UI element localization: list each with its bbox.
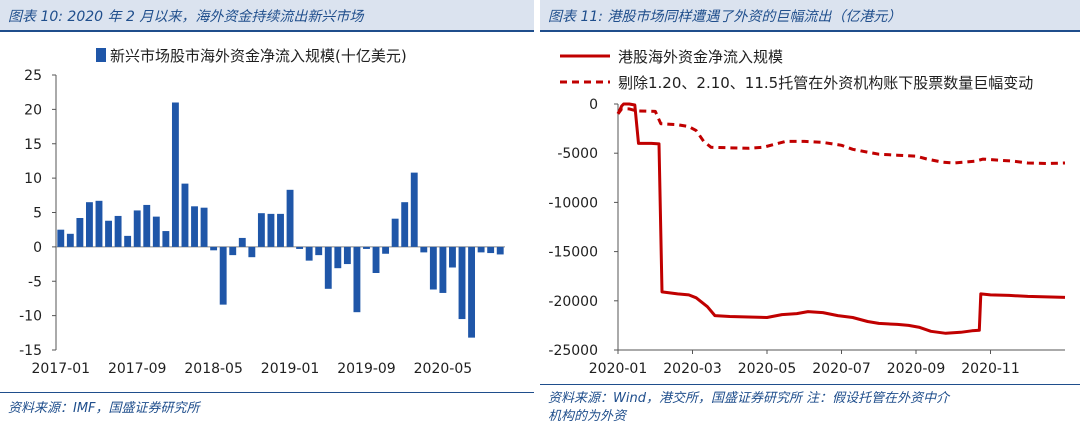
bar [296, 246, 304, 249]
right-source-note-line2: 机构的为外资 [548, 409, 627, 424]
bar [363, 246, 370, 249]
x-tick-label: 2019-09 [337, 361, 396, 377]
bar [210, 246, 218, 251]
y-tick-label: -20000 [548, 294, 598, 310]
left-chart-title: 图表 10: 2020 年 2 月以来，海外资金持续流出新兴市场 [8, 9, 364, 25]
bar [171, 102, 179, 247]
bar [496, 246, 504, 255]
y-tick-label: -10000 [548, 195, 598, 211]
bar [114, 215, 122, 247]
bar [324, 246, 332, 289]
bar [401, 202, 409, 247]
left-source-note: 资料来源：IMF，国盛证券研究所 [8, 401, 200, 416]
y-tick-label: -15 [19, 343, 42, 359]
bar [95, 200, 103, 247]
bar [181, 183, 189, 247]
x-tick-label: 2020-03 [663, 361, 722, 377]
bar [248, 246, 256, 258]
right-figure-panel: 图表 11: 港股市场同样遭遇了外资的巨幅流出（亿港元） 港股海外资金净流入规模… [540, 0, 1080, 427]
x-tick-label: 2017-09 [108, 361, 167, 377]
bar [487, 246, 495, 254]
bar [449, 246, 456, 268]
bar [152, 216, 160, 247]
bar [105, 220, 112, 247]
y-tick-label: -15000 [548, 245, 598, 261]
bar [57, 229, 65, 247]
x-tick-label: 2020-07 [812, 361, 871, 377]
y-tick-label: 20 [24, 102, 42, 118]
bar [162, 231, 170, 247]
bar [343, 246, 351, 265]
bar [305, 246, 313, 261]
bar [420, 246, 428, 253]
bar [219, 246, 227, 305]
bar [315, 246, 323, 256]
legend-label-dashed: 剔除1.20、2.10、11.5托管在外资机构账下股票数量巨幅变动 [618, 74, 1033, 92]
x-tick-label: 2020-05 [738, 361, 797, 377]
bar [334, 246, 342, 269]
bar [257, 213, 265, 247]
bar [286, 189, 294, 247]
legend-label-solid: 港股海外资金净流入规模 [618, 48, 783, 66]
bar [124, 235, 132, 247]
bar [66, 233, 74, 247]
right-source-divider [540, 384, 1080, 385]
y-tick-label: 15 [24, 137, 42, 153]
bar [191, 206, 198, 247]
right-line-chart: 港股海外资金净流入规模剔除1.20、2.10、11.5托管在外资机构账下股票数量… [548, 48, 1066, 377]
legend-label: 新兴市场股市海外资金净流入规模(十亿美元) [110, 47, 407, 65]
bar [277, 213, 284, 247]
y-tick-label: -5 [28, 274, 42, 290]
x-tick-label: 2020-05 [414, 361, 473, 377]
y-tick-label: -10 [19, 309, 42, 325]
x-tick-label: 2020-01 [589, 361, 648, 377]
bar [143, 204, 151, 247]
left-bar-chart: 新兴市场股市海外资金净流入规模(十亿美元) 25 20 15 10 5 0 -5 -10 -15 2… [19, 47, 505, 377]
left-title-bar: 图表 10: 2020 年 2 月以来，海外资金持续流出新兴市场 [0, 0, 534, 32]
bar [76, 218, 84, 247]
bar [267, 213, 275, 247]
series-line-dashed [616, 107, 1066, 165]
bar [439, 246, 447, 293]
bar [458, 246, 466, 320]
bar [429, 246, 437, 290]
y-tick-label: 10 [24, 171, 42, 187]
x-tick-label: 2020-09 [887, 361, 946, 377]
x-tick-label: 2018-05 [184, 361, 243, 377]
bar [85, 202, 93, 247]
bar [410, 172, 418, 247]
bar [200, 207, 208, 247]
x-tick-label: 2020-11 [961, 361, 1020, 377]
y-tick-label: -25000 [548, 343, 598, 359]
x-tick-label: 2017-01 [32, 361, 91, 377]
bar [468, 246, 476, 338]
bar [133, 210, 141, 247]
y-tick-label: 25 [24, 68, 42, 84]
series-line-solid [616, 102, 1066, 335]
bar [229, 246, 237, 256]
legend-swatch [96, 48, 106, 62]
bar [238, 237, 246, 247]
right-source-note-line1: 资料来源：Wind，港交所，国盛证券研究所 注：假设托管在外资中介 [548, 391, 950, 406]
bar [477, 246, 485, 253]
bar [372, 246, 380, 273]
x-tick-label: 2019-01 [261, 361, 320, 377]
y-tick-label: -5000 [557, 146, 598, 162]
bar [391, 218, 399, 247]
left-figure-panel: 图表 10: 2020 年 2 月以来，海外资金持续流出新兴市场 新兴市场股市海… [0, 0, 534, 427]
y-tick-label: 0 [33, 240, 42, 256]
right-chart-title: 图表 11: 港股市场同样遭遇了外资的巨幅流出（亿港元） [548, 9, 902, 25]
right-title-bar: 图表 11: 港股市场同样遭遇了外资的巨幅流出（亿港元） [540, 0, 1080, 32]
y-tick-label: 5 [33, 206, 42, 222]
left-source-divider [0, 392, 534, 393]
bar [353, 246, 361, 313]
bar [382, 246, 390, 254]
y-tick-label: 0 [589, 97, 598, 113]
